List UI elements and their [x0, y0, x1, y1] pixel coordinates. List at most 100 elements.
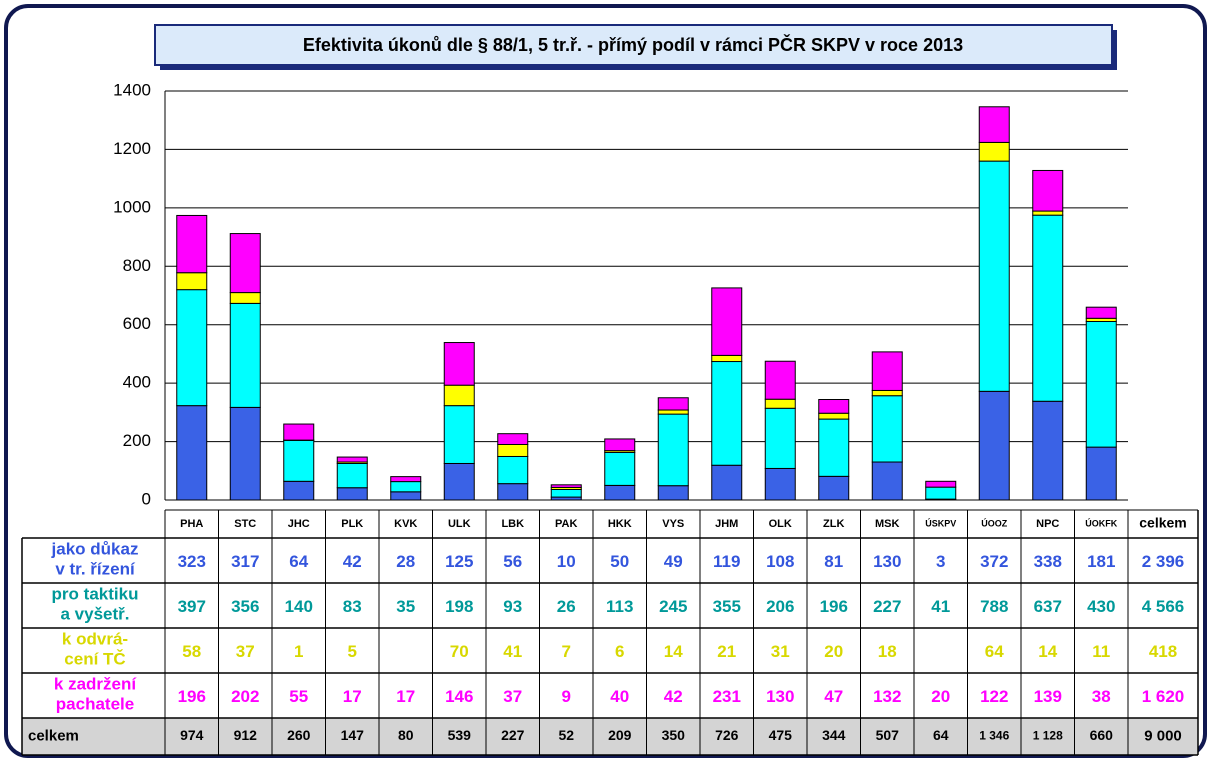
table-total: 80 [398, 727, 414, 743]
table-value: 139 [1034, 687, 1062, 706]
bar-segment [230, 293, 260, 304]
bar-segment [872, 396, 902, 462]
bar-segment [979, 107, 1009, 143]
bar-segment [551, 489, 581, 497]
bar-segment [1033, 170, 1063, 211]
bar-segment [1086, 447, 1116, 500]
table-value: 323 [178, 552, 206, 571]
bar-segment [926, 481, 956, 487]
table-value: 56 [503, 552, 522, 571]
bar-segment [230, 234, 260, 293]
bar-segment [1033, 211, 1063, 215]
table-value: 42 [343, 552, 362, 571]
table-total: 227 [501, 727, 525, 743]
total-row-header: celkem [28, 727, 79, 744]
x-tick-label: HKK [608, 518, 632, 530]
bar-segment [765, 361, 795, 399]
bar-segment [337, 457, 367, 462]
table-value: 196 [820, 597, 848, 616]
bar-segment [979, 391, 1009, 500]
table-value: 140 [285, 597, 313, 616]
y-tick-label: 1400 [113, 80, 151, 99]
table-value: 28 [396, 552, 415, 571]
table-value: 355 [713, 597, 741, 616]
table-total: 350 [662, 727, 686, 743]
bar-segment [658, 398, 688, 410]
grand-total: 9 000 [1144, 727, 1182, 744]
table-value: 637 [1034, 597, 1062, 616]
bar-segment [284, 481, 314, 500]
legend-line: a vyšetř. [61, 605, 130, 624]
x-tick-label: PLK [341, 518, 363, 530]
table-value: 146 [445, 687, 473, 706]
x-tick-label: OLK [769, 518, 792, 530]
legend-line: cení TČ [64, 650, 125, 669]
table-value: 38 [1092, 687, 1111, 706]
table-value: 1 [294, 642, 303, 661]
table-value: 788 [980, 597, 1008, 616]
bar-segment [177, 406, 207, 500]
y-tick-label: 200 [123, 431, 151, 450]
bar-segment [1086, 322, 1116, 448]
x-tick-label: LBK [501, 518, 524, 530]
legend-line: k odvrá- [62, 630, 128, 649]
table-total: 147 [341, 727, 365, 743]
bar-segment [605, 452, 635, 485]
bar-segment [712, 465, 742, 500]
bar-segment [391, 482, 421, 492]
bar-segment [1033, 215, 1063, 401]
table-total: 2 396 [1142, 552, 1185, 571]
table-value: 196 [178, 687, 206, 706]
table-value: 6 [615, 642, 624, 661]
bar-segment [712, 362, 742, 466]
y-tick-label: 0 [142, 489, 151, 508]
table-total: 507 [876, 727, 900, 743]
table-value: 26 [557, 597, 576, 616]
x-tick-label: ULK [448, 518, 471, 530]
table-total: 475 [769, 727, 793, 743]
table-total: 660 [1090, 727, 1114, 743]
table-total: 726 [715, 727, 739, 743]
bar-segment [444, 406, 474, 464]
bar-segment [284, 440, 314, 481]
table-value: 41 [931, 597, 950, 616]
table-value: 35 [396, 597, 415, 616]
bar-segment [551, 485, 581, 488]
table-value: 119 [713, 552, 740, 571]
table-value: 47 [824, 687, 843, 706]
bar-segment [1086, 307, 1116, 318]
total-column-header: celkem [1139, 515, 1186, 531]
table-total: 1 346 [979, 729, 1009, 743]
bar-segment [444, 385, 474, 405]
table-value: 7 [562, 642, 571, 661]
table-value: 64 [289, 552, 308, 571]
table-value: 130 [766, 687, 794, 706]
bar-segment [177, 215, 207, 272]
x-tick-label: PHA [180, 518, 203, 530]
table-value: 338 [1034, 552, 1062, 571]
bar-segment [444, 463, 474, 500]
legend-line: pro taktiku [52, 585, 139, 604]
x-tick-label: ÚOKFK [1085, 517, 1117, 528]
bar-segment [498, 434, 528, 445]
x-tick-label: JHC [288, 518, 310, 530]
table-total: 209 [608, 727, 632, 743]
table-value: 181 [1087, 552, 1115, 571]
table-total: 4 566 [1142, 597, 1185, 616]
table-value: 55 [289, 687, 308, 706]
table-value: 14 [664, 642, 683, 661]
legend-line: v tr. řízení [55, 560, 136, 579]
bar-segment [337, 488, 367, 500]
table-value: 356 [231, 597, 259, 616]
table-value: 81 [824, 552, 843, 571]
bar-segment [819, 400, 849, 414]
legend-line: k zadržení [54, 675, 137, 694]
y-tick-label: 400 [123, 373, 151, 392]
table-value: 37 [236, 642, 255, 661]
bar-segment [391, 477, 421, 482]
x-tick-label: MSK [875, 518, 900, 530]
bar-segment [498, 484, 528, 500]
bar-segment [498, 456, 528, 483]
